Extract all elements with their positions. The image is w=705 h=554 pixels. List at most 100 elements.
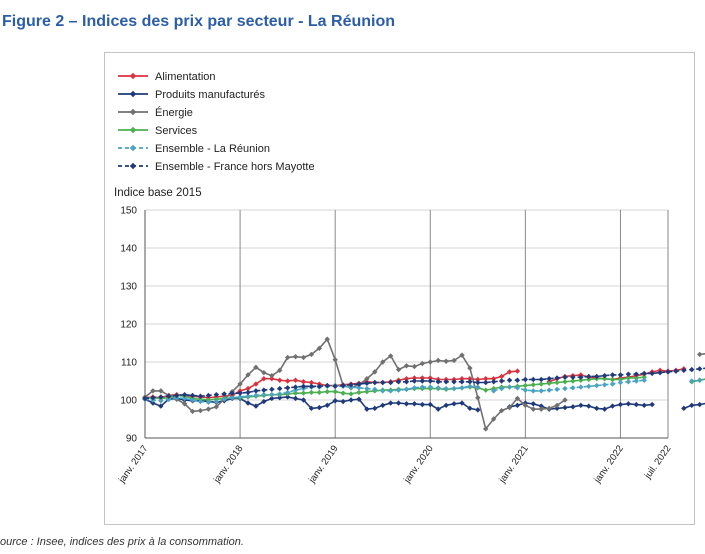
series-point-1	[427, 401, 433, 408]
series-point-4	[292, 387, 299, 393]
series-point-5	[514, 377, 521, 383]
series-point-5	[395, 379, 402, 385]
legend-marker	[129, 144, 137, 152]
series-point-1	[387, 400, 394, 406]
series-point-4	[617, 379, 624, 386]
series-point-4	[158, 398, 164, 404]
series-point-1	[625, 401, 632, 407]
series-point-1	[554, 405, 560, 412]
series-point-0	[300, 379, 307, 385]
series-point-4	[380, 388, 386, 394]
series-point-1	[586, 403, 592, 409]
series-point-3	[601, 376, 608, 382]
series-point-5	[197, 393, 204, 399]
series-point-5	[372, 379, 378, 386]
series-point-4	[395, 387, 402, 393]
figure-title: Figure 2 – Indices des prix par secteur …	[2, 13, 395, 30]
series-point-5	[530, 376, 536, 383]
series-point-1	[364, 406, 370, 412]
series-point-3	[308, 389, 315, 396]
series-point-1	[284, 394, 291, 400]
series-point-5	[498, 378, 505, 384]
series-point-0	[269, 376, 275, 382]
series-point-2	[181, 401, 188, 407]
series-point-1	[451, 401, 457, 407]
series-point-0	[261, 376, 267, 382]
series-point-5	[277, 385, 283, 392]
series-point-1	[324, 402, 330, 409]
series-point-5	[673, 368, 679, 374]
series-point-4	[419, 384, 426, 390]
series-point-4	[443, 385, 449, 392]
series-point-4	[490, 388, 497, 394]
series-point-2	[324, 336, 330, 342]
series-point-4	[221, 396, 227, 402]
series-point-1	[380, 402, 386, 409]
series-point-0	[506, 369, 513, 375]
x-tick-label: janv. 2017	[116, 443, 150, 485]
series-point-5	[427, 378, 433, 384]
y-tick-label: 120	[120, 320, 137, 331]
series-point-2	[245, 372, 251, 378]
series-point-3	[324, 388, 330, 395]
series-point-4	[229, 395, 235, 401]
x-tick-label: janv. 2020	[401, 443, 435, 485]
legend-marker	[129, 90, 137, 98]
series-point-2	[197, 407, 204, 414]
series-point-5	[213, 391, 220, 398]
series-point-4	[696, 377, 703, 383]
series-point-5	[292, 384, 299, 390]
series-point-4	[403, 386, 410, 393]
series-point-1	[609, 403, 616, 409]
series-point-2	[554, 402, 560, 409]
series-point-3	[562, 379, 568, 385]
x-tick-label: janv. 2019	[306, 443, 340, 485]
series-point-5	[483, 379, 489, 386]
series-point-3	[340, 390, 346, 396]
y-tick-label: 100	[120, 396, 137, 407]
series-point-4	[411, 385, 418, 391]
series-point-5	[649, 370, 655, 377]
series-point-1	[570, 404, 576, 410]
series-point-0	[419, 375, 426, 381]
series-point-2	[459, 352, 465, 358]
series-point-5	[348, 382, 354, 388]
series-point-2	[277, 367, 283, 374]
series-point-5	[522, 376, 529, 383]
series-point-0	[483, 376, 489, 382]
series-point-1	[475, 407, 481, 413]
series-point-3	[364, 388, 370, 395]
series-point-5	[221, 391, 227, 397]
series-point-5	[562, 374, 568, 380]
series-point-4	[261, 391, 267, 398]
series-point-2	[538, 406, 544, 412]
series-point-5	[601, 372, 608, 379]
series-point-5	[356, 381, 362, 387]
series-point-2	[530, 406, 536, 412]
series-point-0	[308, 379, 315, 386]
series-point-1	[530, 401, 536, 407]
series-point-5	[284, 385, 291, 391]
series-point-4	[269, 391, 275, 398]
series-point-3	[586, 376, 592, 383]
series-point-2	[269, 372, 275, 379]
legend-label: Ensemble - France hors Mayotte	[155, 161, 315, 173]
legend-marker	[129, 72, 137, 80]
series-point-5	[506, 377, 513, 383]
series-point-4	[451, 385, 457, 392]
series-point-1	[253, 403, 259, 409]
series-point-1	[649, 401, 655, 408]
series-point-1	[245, 400, 251, 406]
series-point-2	[522, 402, 529, 409]
series-point-4	[570, 385, 576, 391]
series-point-1	[340, 398, 346, 405]
series-point-2	[284, 354, 291, 361]
series-point-2	[483, 426, 489, 432]
series-point-4	[364, 385, 370, 392]
y-tick-label: 110	[121, 358, 137, 369]
series-point-1	[696, 401, 703, 408]
series-point-4	[641, 377, 647, 383]
series-point-5	[475, 379, 481, 386]
series-point-4	[427, 384, 433, 390]
series-point-5	[617, 372, 624, 378]
